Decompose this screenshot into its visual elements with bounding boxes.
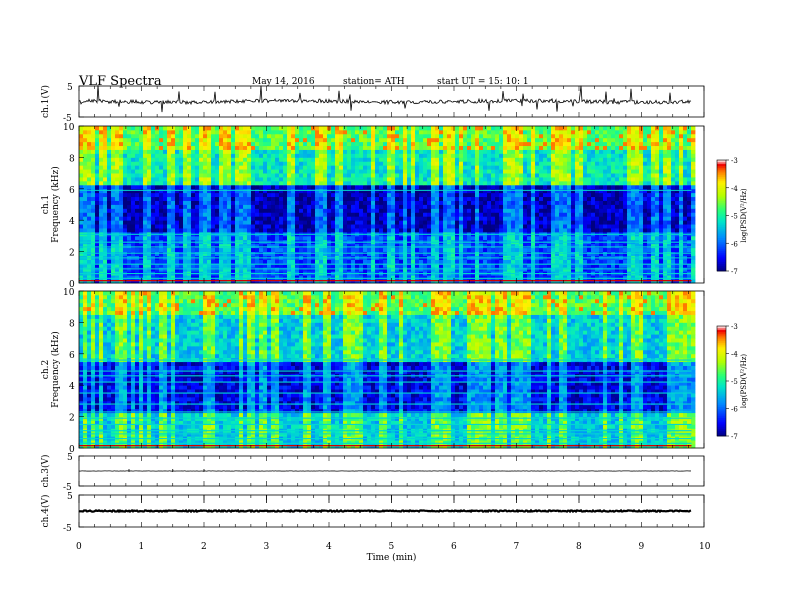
ch1-spectrogram-ytick-0: 0 [69,280,75,290]
chart-title: VLF Spectra [79,74,162,89]
ch4-waveform-ylabel: ch.4(V) [40,495,51,528]
ch2-spectrogram-ytick-8: 8 [69,319,75,329]
x-tick-label-5: 5 [389,542,395,552]
ch1-spectrogram-colorbar-tick--3: -3 [731,157,738,165]
ch1-spectrogram-ytick-8: 8 [69,154,75,164]
x-tick-label-4: 4 [326,542,332,552]
ch1-spectrogram-ylabel: ch.1 [41,195,51,214]
ch2-spectrogram-colorbar-tick--6: -6 [731,406,738,414]
ch2-spectrogram-colorbar [717,326,726,437]
ch2-spectrogram-colorbar-tick--3: -3 [731,323,738,331]
ch1-spectrogram-ytick-4: 4 [69,217,75,227]
ch2-spectrogram-ytick-6: 6 [69,351,75,361]
ch1-spectrogram-colorbar-tick--7: -7 [731,268,738,276]
ch2-spectrogram-colorbar-label: log(PSD(V²/Hz) [740,354,748,409]
ch1-spectrogram-colorbar [717,160,726,272]
ch1-waveform-ytick-top: 5 [67,83,73,93]
ch1-spectrogram-colorbar-tick--4: -4 [731,185,738,193]
date-label: May 14, 2016 [252,77,315,87]
ch1-spectrogram-colorbar-tick--6: -6 [731,240,738,248]
ch4-waveform-ytick-bottom: -5 [63,524,72,534]
x-tick-label-0: 0 [76,542,82,552]
ch1-spectrogram-colorbar-label: log(PSD(V²/Hz) [740,188,748,243]
x-tick-label-10: 10 [699,542,711,552]
ch1-spectrogram-ytick-10: 10 [63,123,75,133]
station-label: station= ATH [343,77,405,87]
x-axis-label: Time (min) [367,552,417,563]
ch1-spectrogram-ylabel2: Frequency (kHz) [50,166,61,243]
ch4-waveform-ytick-top: 5 [67,492,73,502]
x-tick-label-1: 1 [139,542,145,552]
ch2-spectrogram-ytick-2: 2 [69,414,75,424]
ch2-spectrogram-ytick-0: 0 [69,445,75,455]
ch1-waveform-trace [78,85,692,113]
ch1-spectrogram-cells [79,126,696,284]
ch2-spectrogram-ylabel2: Frequency (kHz) [50,331,61,408]
ch2-spectrogram-ytick-10: 10 [63,288,75,298]
ch1-waveform-ylabel: ch.1(V) [40,85,51,118]
x-tick-label-8: 8 [576,542,582,552]
x-tick-label-2: 2 [201,542,207,552]
x-tick-label-7: 7 [514,542,520,552]
ch1-waveform-ytick-bottom: -5 [63,114,72,124]
ch4-waveform-trace [78,508,692,514]
start-time-label: start UT = 15: 10: 1 [437,77,529,87]
ch3-waveform-ylabel: ch.3(V) [40,455,51,488]
ch1-spectrogram-ytick-6: 6 [69,186,75,196]
ch2-spectrogram-ylabel: ch.2 [41,360,51,379]
ch3-waveform-ytick-bottom: -5 [63,483,72,493]
x-tick-label-3: 3 [264,542,270,552]
ch2-spectrogram-colorbar-tick--7: -7 [731,433,738,441]
ch1-spectrogram-colorbar-tick--5: -5 [731,213,738,221]
ch3-waveform-ytick-top: 5 [67,453,73,463]
x-tick-label-9: 9 [639,542,645,552]
ch2-spectrogram-colorbar-tick--5: -5 [731,378,738,386]
ch2-spectrogram-colorbar-tick--4: -4 [731,351,738,359]
ch2-spectrogram-ytick-4: 4 [69,382,75,392]
x-tick-label-6: 6 [451,542,457,552]
ch1-spectrogram-ytick-2: 2 [69,249,75,259]
